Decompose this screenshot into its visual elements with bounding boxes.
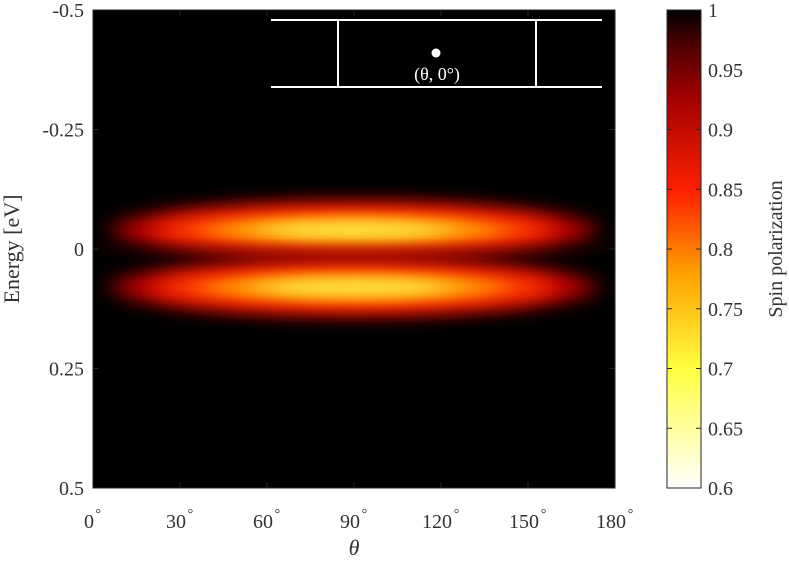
x-tick-label: 150 bbox=[509, 511, 539, 533]
y-tick-label: -0.25 bbox=[42, 120, 84, 142]
colorbar-label: Spin polarization bbox=[765, 180, 787, 317]
inset-label: (θ, 0°) bbox=[414, 64, 460, 85]
x-tick-degree: ° bbox=[454, 507, 460, 522]
x-tick-label: 0 bbox=[84, 511, 94, 533]
x-tick-degree: ° bbox=[188, 507, 194, 522]
x-tick-label: 120 bbox=[422, 511, 452, 533]
dark-band bbox=[93, 247, 615, 251]
heatmap-lobe-1 bbox=[112, 201, 596, 258]
colorbar-tick-label: 0.6 bbox=[708, 478, 733, 500]
x-tick-degree: ° bbox=[628, 507, 634, 522]
colorbar-tick-label: 0.95 bbox=[708, 60, 743, 82]
x-tick-label: 30 bbox=[166, 511, 186, 533]
y-tick-label: 0.25 bbox=[49, 359, 84, 381]
colorbar-tick-label: 0.65 bbox=[708, 418, 743, 440]
y-tick-label: 0.5 bbox=[59, 478, 84, 500]
x-tick-label: 60 bbox=[253, 511, 273, 533]
y-tick-label: 0 bbox=[74, 239, 84, 261]
colorbar-tick-label: 0.7 bbox=[708, 359, 733, 381]
y-axis-label: Energy [eV] bbox=[0, 195, 24, 304]
x-tick-degree: ° bbox=[362, 507, 368, 522]
lobe-core bbox=[255, 278, 453, 297]
colorbar-tick-label: 0.9 bbox=[708, 120, 733, 142]
lobe-core bbox=[255, 220, 453, 239]
colorbar-tick-label: 0.85 bbox=[708, 179, 743, 201]
colorbar-ticks: 0.6 0.65 0.7 0.75 0.8 0.85 0.9 0.95 1 bbox=[667, 0, 743, 500]
y-tick-label: -0.5 bbox=[52, 0, 84, 22]
heatmap-lobes bbox=[93, 201, 615, 316]
x-tick-degree: ° bbox=[541, 507, 547, 522]
colorbar-gradient bbox=[667, 10, 701, 488]
inset-dot bbox=[431, 48, 441, 58]
y-axis-ticks: -0.5 -0.25 0 0.25 0.5 bbox=[42, 0, 615, 500]
colorbar-tick-label: 0.75 bbox=[708, 299, 743, 321]
heatmap-lobe-2 bbox=[112, 259, 596, 316]
inset-schematic: (θ, 0°) bbox=[271, 19, 602, 88]
x-tick-label: 90 bbox=[340, 511, 360, 533]
colorbar-tick-label: 1 bbox=[708, 0, 718, 22]
x-tick-degree: ° bbox=[95, 507, 101, 522]
x-axis-label: θ bbox=[349, 535, 360, 560]
x-tick-label: 180 bbox=[596, 511, 626, 533]
colorbar-tick-label: 0.8 bbox=[708, 239, 733, 261]
x-tick-degree: ° bbox=[275, 507, 281, 522]
x-axis-ticks: 0 ° 30 ° 60 ° 90 ° 120 ° 150 ° 180 ° bbox=[84, 10, 633, 533]
